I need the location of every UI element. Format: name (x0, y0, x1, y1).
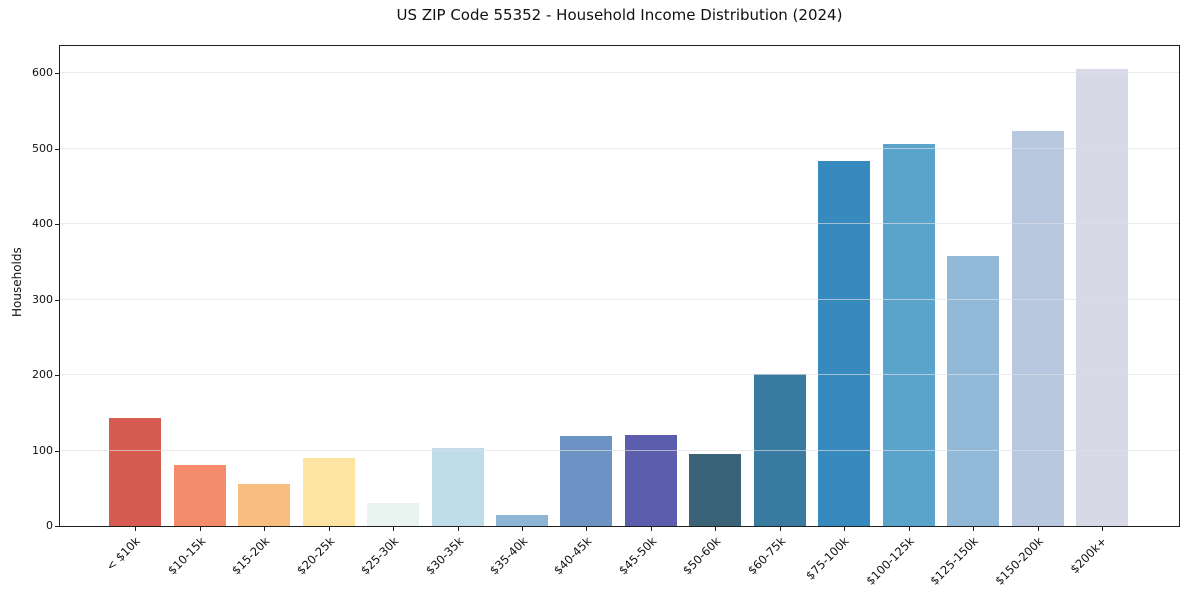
x-tick-label: $100-125k (863, 534, 917, 588)
x-tick-label: $200k+ (1067, 534, 1110, 577)
x-tick-mark (329, 527, 330, 531)
x-tick-label: $150-200k (992, 534, 1046, 588)
bar (367, 503, 420, 526)
y-tick-mark (55, 73, 59, 74)
y-tick-label: 400 (32, 217, 53, 230)
x-tick-mark (715, 527, 716, 531)
gridline (60, 72, 1179, 74)
bar (689, 454, 742, 526)
x-tick-mark (651, 527, 652, 531)
x-tick-mark (393, 527, 394, 531)
y-tick-mark (55, 375, 59, 376)
gridline (60, 147, 1179, 149)
bar (109, 418, 162, 526)
bar (431, 448, 484, 526)
gridline (60, 374, 1179, 376)
x-tick-label: $75-100k (803, 534, 852, 583)
x-tick-mark (200, 527, 201, 531)
x-tick-label: $60-75k (744, 534, 788, 578)
x-tick-label: $45-50k (615, 534, 659, 578)
x-tick-label: < $10k (103, 534, 143, 574)
bar (238, 484, 291, 526)
x-tick-mark (458, 527, 459, 531)
y-tick-mark (55, 451, 59, 452)
bar (882, 144, 935, 526)
x-tick-mark (264, 527, 265, 531)
y-tick-label: 0 (46, 519, 53, 532)
bar (947, 256, 1000, 526)
x-tick-mark (844, 527, 845, 531)
y-tick-mark (55, 149, 59, 150)
x-tick-mark (780, 527, 781, 531)
x-tick-mark (1102, 527, 1103, 531)
x-tick-label: $25-30k (357, 534, 401, 578)
y-tick-label: 500 (32, 142, 53, 155)
x-tick-label: $10-15k (164, 534, 208, 578)
bar (302, 458, 355, 526)
gridline (60, 298, 1179, 300)
x-tick-mark (135, 527, 136, 531)
x-tick-mark (973, 527, 974, 531)
y-tick-label: 100 (32, 444, 53, 457)
bar (496, 515, 548, 526)
y-tick-mark (55, 526, 59, 527)
x-tick-label: $40-45k (550, 534, 594, 578)
bar (818, 161, 871, 526)
x-tick-mark (522, 527, 523, 531)
y-tick-mark (55, 224, 59, 225)
x-tick-label: $35-40k (486, 534, 530, 578)
x-tick-mark (586, 527, 587, 531)
x-tick-label: $50-60k (679, 534, 723, 578)
bar (173, 465, 226, 526)
y-tick-label: 600 (32, 66, 53, 79)
x-tick-label: $15-20k (228, 534, 272, 578)
bar (1076, 69, 1129, 526)
gridline (60, 449, 1179, 451)
y-tick-label: 200 (32, 368, 53, 381)
x-tick-mark (909, 527, 910, 531)
bar (560, 436, 613, 526)
gridline (60, 223, 1179, 225)
plot-area (59, 45, 1180, 527)
y-tick-label: 300 (32, 293, 53, 306)
x-tick-label: $30-35k (422, 534, 466, 578)
x-tick-mark (1038, 527, 1039, 531)
chart-title: US ZIP Code 55352 - Household Income Dis… (396, 6, 843, 24)
x-tick-label: $20-25k (293, 534, 337, 578)
y-tick-mark (55, 300, 59, 301)
x-tick-label: $125-150k (927, 534, 981, 588)
bar (1011, 131, 1064, 526)
